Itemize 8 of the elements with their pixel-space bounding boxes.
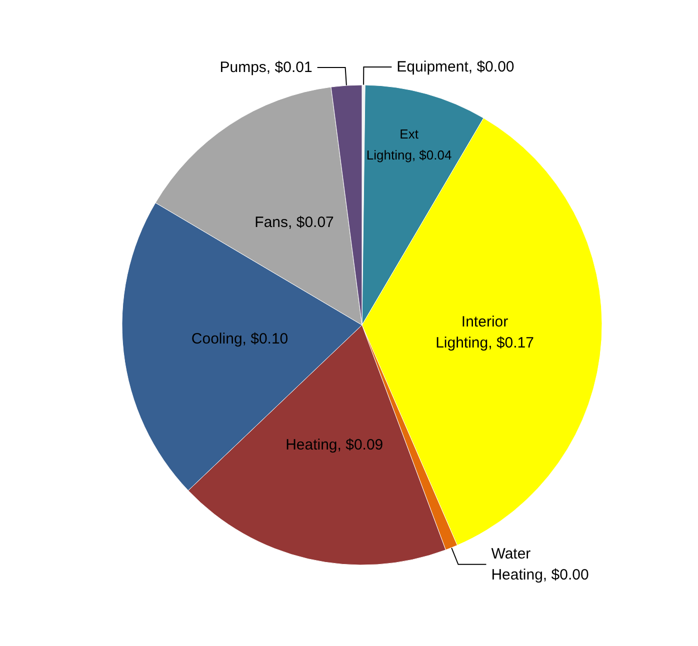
- slice-label: Equipment, $0.00: [396, 58, 514, 76]
- slice-label: Interior Lighting, $0.17: [436, 314, 534, 352]
- slice-label: Pumps, $0.01: [220, 59, 312, 76]
- slice-label: Cooling, $0.10: [191, 330, 288, 348]
- slice-label: Heating, $0.09: [286, 436, 384, 454]
- slice-label: Ext Lighting, $0.04: [366, 126, 452, 163]
- slice-label: Fans, $0.07: [254, 214, 334, 231]
- slice-label: Water Heating, $0.00: [491, 545, 589, 584]
